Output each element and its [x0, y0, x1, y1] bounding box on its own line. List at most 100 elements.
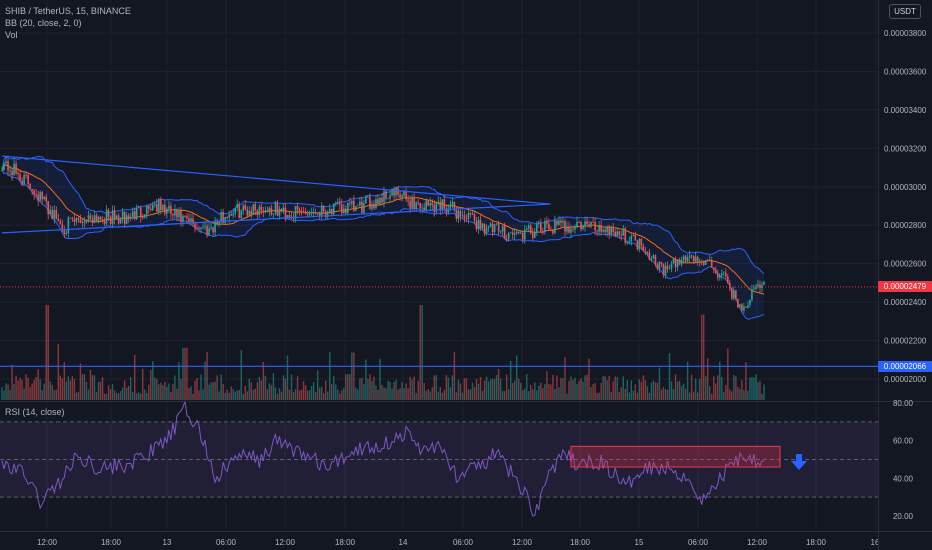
candle-body: [353, 200, 355, 211]
volume-bar: [562, 378, 564, 400]
candle-body: [634, 234, 637, 241]
volume-bar: [638, 379, 641, 400]
volume-bar: [97, 381, 100, 400]
candle-body: [630, 236, 633, 242]
currency-button[interactable]: USDT: [889, 4, 921, 19]
volume-bar: [206, 351, 208, 400]
candle-body: [692, 256, 695, 262]
volume-bar: [158, 384, 160, 400]
volume-bar: [75, 392, 78, 400]
volume-bar: [741, 380, 743, 400]
volume-bar: [379, 359, 381, 400]
volume-bar: [204, 361, 206, 400]
volume-bar: [670, 381, 673, 400]
volume-bar: [733, 375, 735, 400]
time-tick-label: 14: [399, 538, 408, 547]
candle-body: [644, 251, 647, 254]
candle-body: [73, 219, 76, 222]
candle-body: [27, 175, 29, 184]
volume-bar: [387, 380, 389, 400]
time-tick-label: 13: [163, 538, 172, 547]
volume-bar: [614, 376, 616, 400]
volume-bar: [558, 387, 560, 400]
candle-body: [149, 208, 152, 210]
candle-body: [246, 209, 249, 216]
volume-bar: [3, 390, 5, 400]
volume-bar: [103, 393, 106, 400]
volume-bar: [220, 374, 222, 400]
volume-bar: [276, 393, 279, 400]
candle-body: [531, 233, 534, 238]
rsi-pane: [0, 400, 878, 517]
price-tick-label: 0.00003400: [884, 106, 927, 115]
candle-body: [328, 208, 331, 212]
volume-bar: [413, 376, 415, 400]
candle-body: [210, 227, 212, 229]
candle-body: [230, 214, 233, 216]
candle-body: [250, 210, 253, 215]
bb-legend[interactable]: BB (20, close, 2, 0): [5, 18, 82, 28]
volume-bar: [300, 389, 303, 400]
rsi-legend[interactable]: RSI (14, close): [5, 407, 65, 417]
volume-bar: [516, 355, 518, 400]
volume-bar: [405, 383, 407, 400]
volume-bar: [310, 385, 313, 400]
volume-bar: [39, 379, 41, 400]
bb-fill: [2, 156, 764, 320]
candle-body: [433, 204, 436, 212]
candle-body: [13, 163, 15, 176]
volume-bar: [598, 392, 600, 400]
volume-bar: [67, 376, 70, 400]
candle-body: [81, 221, 84, 223]
volume-bar: [280, 391, 283, 400]
volume-bar: [25, 374, 27, 400]
candle-body: [170, 205, 172, 214]
candle-body: [41, 192, 44, 200]
volume-bar: [477, 383, 480, 400]
candle-body: [495, 223, 498, 225]
volume-bar: [1, 387, 3, 400]
price-tick-label: 0.00002000: [884, 375, 927, 384]
volume-bar: [87, 389, 90, 400]
volume-bar: [27, 377, 29, 400]
volume-bar: [538, 385, 540, 400]
candle-body: [600, 225, 602, 232]
volume-bar: [737, 386, 739, 400]
volume-bar: [698, 379, 701, 400]
candle-body: [451, 202, 454, 205]
volume-bar: [455, 392, 458, 400]
candle-body: [119, 218, 122, 224]
volume-bar: [180, 378, 182, 400]
time-tick-label: 12:00: [275, 538, 296, 547]
volume-bar: [69, 380, 72, 400]
volume-bar: [176, 388, 178, 400]
volume-bar: [355, 387, 357, 400]
candle-body: [349, 202, 351, 204]
volume-bar: [417, 380, 419, 400]
volume-bar: [393, 381, 395, 400]
volume-legend[interactable]: Vol: [5, 30, 18, 40]
volume-bar: [15, 375, 17, 400]
candle-body: [39, 192, 42, 201]
candle-body: [505, 238, 508, 240]
volume-bar: [532, 389, 534, 400]
volume-bar: [238, 389, 240, 400]
volume-bar: [749, 377, 751, 400]
candle-body: [264, 210, 267, 213]
volume-bar: [232, 389, 234, 400]
candle-body: [708, 259, 711, 261]
volume-bar: [109, 389, 112, 400]
symbol-legend[interactable]: SHIB / TetherUS, 15, BINANCE: [5, 6, 131, 16]
candle-body: [582, 226, 584, 230]
volume-bar: [688, 392, 691, 400]
volume-bar: [339, 393, 341, 400]
time-tick-label: 15: [635, 538, 644, 547]
candle-body: [294, 206, 297, 219]
volume-bar: [707, 358, 709, 400]
volume-bar: [335, 384, 337, 400]
volume-bar: [222, 383, 224, 400]
candle-body: [304, 212, 307, 214]
candle-body: [690, 255, 693, 257]
candle-body: [55, 210, 58, 219]
